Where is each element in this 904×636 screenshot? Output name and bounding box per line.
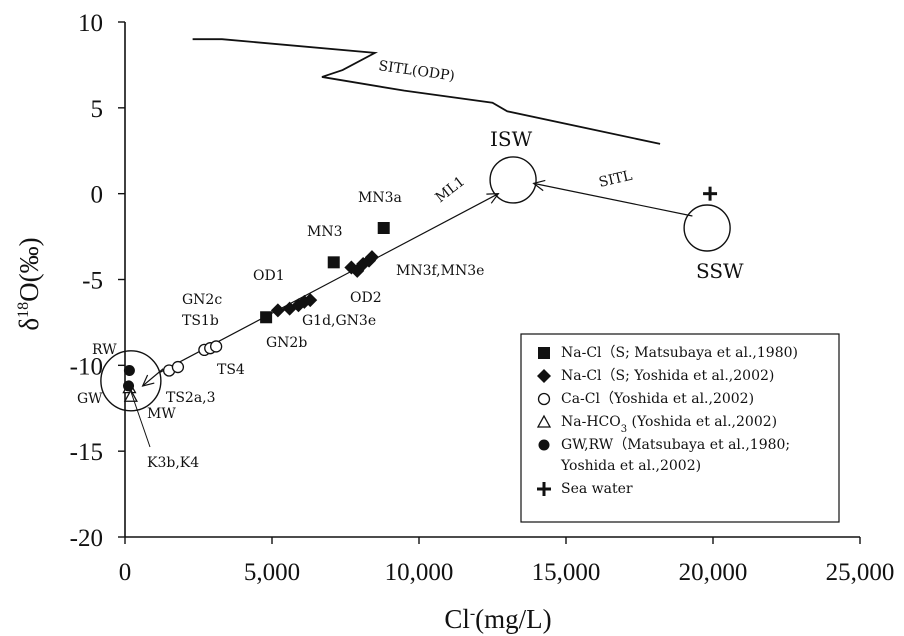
sample-label-ts4: TS4 — [217, 362, 245, 378]
x-tick-label: 5,000 — [244, 559, 300, 586]
sample-label-gw: GW — [77, 391, 103, 407]
region-circles — [100, 156, 731, 412]
sample-labels: MN3a MN3 MN3f,MN3e OD1 OD2 GN2c TS1b G1d… — [77, 190, 484, 471]
x-tick-label: 25,000 — [826, 559, 895, 586]
legend-items: Na-Cl（S; Matsubaya et al.,1980) Na-Cl（S; … — [536, 345, 798, 497]
legend-label: Na-Cl（S; Yoshida et al.,2002) — [561, 368, 774, 384]
sitl-odp-series — [192, 38, 661, 145]
legend-label: GW,RW（Matsubaya et al.,1980; — [561, 437, 790, 453]
x-tick-label: 10,000 — [385, 559, 454, 586]
x-axis-title: Cl-(mg/L) — [444, 604, 551, 634]
legend-box — [520, 333, 840, 523]
filled-circle-point — [123, 364, 135, 376]
legend-marker-triangle — [536, 414, 552, 428]
open-circle-point — [171, 360, 185, 374]
data-points — [122, 186, 718, 402]
sample-label-ts1b: TS1b — [182, 313, 219, 329]
isw-label: ISW — [490, 127, 533, 151]
ts-arrow-line — [142, 368, 164, 387]
x-tick-labels: 0 5,000 10,000 15,000 20,000 25,000 — [119, 559, 895, 586]
legend-label: Sea water — [561, 481, 633, 497]
legend: Na-Cl（S; Matsubaya et al.,1980) Na-Cl（S; … — [520, 333, 840, 523]
legend-marker-diamond — [537, 369, 551, 383]
y-tick-label: -10 — [70, 353, 103, 380]
sitl-arrow-head — [532, 179, 546, 192]
sample-label-gn2b: GN2b — [266, 335, 307, 351]
sample-label-gn2c: GN2c — [182, 292, 222, 308]
y-tick-label: 5 — [91, 96, 104, 123]
sample-label-od2: OD2 — [350, 290, 382, 306]
sample-label-mn3a: MN3a — [358, 190, 402, 206]
diamond-point — [270, 303, 285, 318]
axis-ticks — [118, 21, 861, 544]
ts-arrow-head — [141, 374, 155, 387]
y-tick-label: -20 — [70, 525, 103, 552]
legend-label: Na-Cl（S; Matsubaya et al.,1980) — [561, 345, 798, 361]
sample-label-mn3f-mn3e: MN3f,MN3e — [396, 263, 484, 279]
sitl-label: SITL — [597, 168, 633, 191]
sample-label-rw: RW — [92, 342, 117, 358]
legend-label: Yoshida et al.,2002) — [560, 458, 701, 474]
filled-circle-point — [123, 380, 135, 392]
y-tick-label: -5 — [82, 268, 103, 295]
plus-point — [703, 186, 718, 201]
square-point — [327, 256, 340, 269]
square-point — [260, 311, 273, 324]
y-tick-label: -15 — [70, 439, 103, 466]
sample-label-g1d-gn3e: G1d,GN3e — [302, 313, 376, 329]
sample-label-od1: OD1 — [253, 268, 285, 284]
mw-pointer-line — [130, 391, 151, 448]
sample-label-ts2a3: TS2a,3 — [166, 390, 216, 406]
region-circle — [683, 204, 731, 252]
ml1-arrow-head — [486, 193, 500, 204]
triangle-point — [123, 388, 138, 402]
region-circle — [100, 350, 162, 412]
sample-label-k3b-k4: K3b,K4 — [147, 455, 199, 471]
x-tick-label: 15,000 — [532, 559, 601, 586]
y-tick-label: 10 — [78, 10, 103, 37]
legend-marker-open-circle — [537, 392, 551, 406]
sample-label-mn3: MN3 — [307, 224, 343, 240]
legend-marker-filled-circle — [538, 439, 550, 451]
open-circle-point — [209, 340, 223, 353]
y-tick-label: 0 — [91, 182, 104, 209]
x-tick-label: 0 — [119, 559, 132, 586]
diamond-point — [364, 250, 379, 265]
legend-marker-square — [538, 347, 550, 359]
x-tick-label: 20,000 — [679, 559, 748, 586]
legend-label: Ca-Cl（Yoshida et al.,2002) — [561, 391, 754, 407]
y-axis-title: δ18O(‰) — [14, 237, 44, 330]
y-tick-labels: -20 -15 -10 -5 0 5 10 — [70, 10, 103, 552]
sample-label-mw: MW — [147, 406, 176, 422]
sitl-arrow-line — [533, 182, 693, 217]
ml1-label: ML1 — [433, 174, 468, 207]
diamond-point — [303, 293, 318, 308]
sitl-odp-line — [192, 38, 661, 145]
sitl-odp-label: SITL(ODP) — [377, 58, 455, 85]
region-circle — [489, 156, 537, 204]
legend-label: Na-HCO3 (Yoshida et al.,2002) — [561, 414, 777, 435]
ssw-label: SSW — [696, 259, 744, 283]
square-point — [377, 222, 390, 234]
legend-marker-plus — [537, 482, 551, 496]
